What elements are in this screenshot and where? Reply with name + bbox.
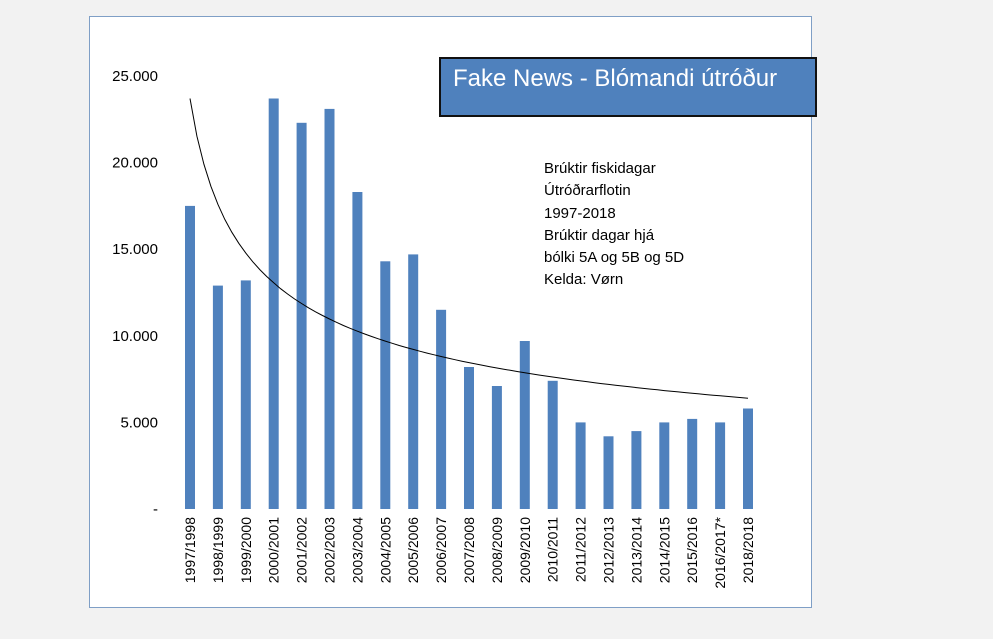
annotation-line-2: Útróðrarflotin — [544, 182, 631, 200]
x-tick-label: 2006/2007 — [433, 517, 449, 583]
bar-2005-2006 — [408, 254, 419, 509]
annotation-line-1: Brúktir fiskidagar — [544, 160, 656, 177]
bar-2008-2009 — [491, 386, 502, 509]
x-tick-label: 2010/2011 — [545, 517, 561, 582]
annotation-line-6: Kelda: Vørn — [544, 271, 624, 289]
chart-plot: - 5.000 10.000 15.000 20.000 25.000 1997/1998… — [112, 68, 762, 589]
x-tick-label: 2012/2013 — [601, 517, 617, 583]
bar-2009-2010 — [519, 341, 530, 509]
bar-2004-2005 — [380, 261, 391, 509]
annotation-line-4: Brúktir dagar hjá — [544, 226, 655, 244]
chart-area: - 5.000 10.000 15.000 20.000 25.000 1997/1998… — [89, 16, 817, 608]
x-tick-label: 2013/2014 — [628, 517, 644, 583]
x-tick-label: 2008/2009 — [489, 517, 505, 583]
x-tick-label: 2018/2018 — [740, 517, 756, 583]
chart-annotation: Brúktir fiskidagar Útróðrarflotin 1997-2… — [544, 158, 684, 292]
bar-1998-1999 — [212, 285, 223, 509]
bar-2006-2007 — [436, 309, 447, 509]
chart-title: Fake News - Blómandi útróður — [439, 57, 817, 117]
annotation-line-5: bólki 5A og 5B og 5D — [544, 249, 685, 267]
x-tick-label: 2011/2012 — [573, 517, 589, 582]
x-tick-label: 2007/2008 — [461, 517, 477, 583]
x-tick-label: 2004/2005 — [377, 517, 393, 583]
y-tick-label: 15.000 — [112, 241, 158, 258]
x-tick-label: 2003/2004 — [349, 517, 365, 583]
bar-2000-2001 — [268, 98, 279, 509]
x-tick-label: 2000/2001 — [266, 517, 282, 583]
x-tick-label: 1999/2000 — [238, 517, 254, 583]
x-tick-label: 2005/2006 — [405, 517, 421, 583]
x-tick-label: 2014/2015 — [656, 517, 672, 583]
annotation-line-3: 1997-2018 — [544, 204, 616, 222]
y-tick-label: - — [153, 501, 158, 518]
y-tick-label: 20.000 — [112, 155, 158, 172]
x-tick-label: 2001/2002 — [294, 517, 310, 583]
bar-1999-2000 — [240, 280, 251, 509]
bar-2002-2003 — [324, 108, 335, 510]
bar-2018-2018 — [743, 408, 753, 509]
y-tick-label: 10.000 — [112, 328, 158, 345]
bar-2013-2014 — [631, 431, 642, 509]
y-tick-label: 5.000 — [120, 414, 158, 431]
bar-2010-2011 — [547, 380, 558, 509]
bar-2011-2012 — [575, 422, 586, 509]
x-tick-label: 1998/1999 — [210, 517, 226, 583]
bar-2007-2008 — [464, 367, 474, 509]
bar-2001-2002 — [296, 122, 307, 510]
x-tick-label: 2015/2016 — [684, 517, 700, 583]
x-tick-label: 2016/2017* — [712, 516, 728, 588]
x-tick-label: 2009/2010 — [517, 517, 533, 583]
bar-2016-2017- — [715, 422, 726, 509]
bar-2012-2013 — [603, 436, 614, 509]
trend-line — [189, 98, 749, 399]
bar-2003-2004 — [352, 192, 363, 509]
y-tick-label: 25.000 — [112, 68, 158, 85]
bar-2014-2015 — [659, 422, 670, 509]
bar-2015-2016 — [687, 418, 698, 509]
bar-1997-1998 — [185, 205, 195, 509]
x-tick-label: 1997/1998 — [182, 517, 198, 583]
x-tick-label: 2002/2003 — [322, 517, 338, 583]
